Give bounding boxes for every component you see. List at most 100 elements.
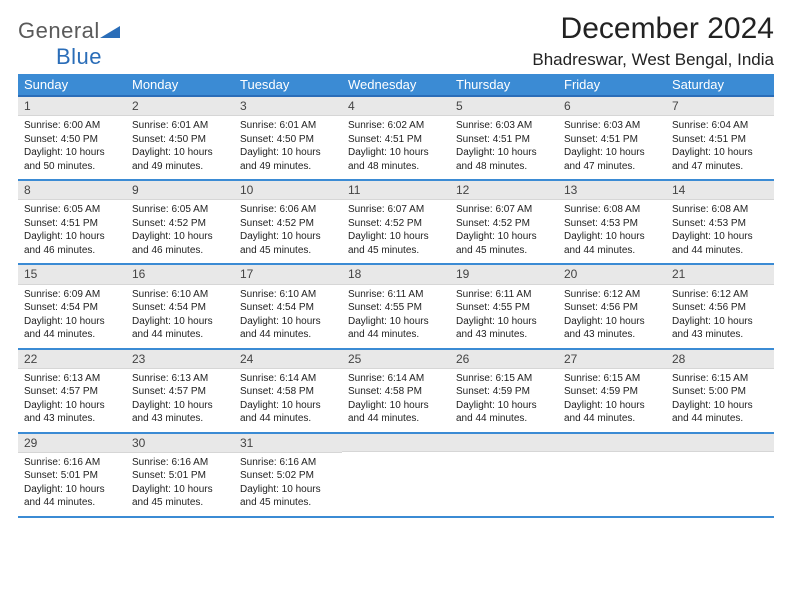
day-number: 27: [558, 350, 666, 369]
sunset-line: Sunset: 4:55 PM: [456, 301, 552, 315]
day-info: Sunrise: 6:08 AMSunset: 4:53 PMDaylight:…: [666, 200, 774, 263]
sunrise-line: Sunrise: 6:11 AM: [456, 288, 552, 302]
day-number: 9: [126, 181, 234, 200]
daylight-line: Daylight: 10 hours and 43 minutes.: [672, 315, 768, 342]
weekday-header-row: Sunday Monday Tuesday Wednesday Thursday…: [18, 74, 774, 96]
daylight-line: Daylight: 10 hours and 45 minutes.: [456, 230, 552, 257]
sunset-line: Sunset: 4:51 PM: [456, 133, 552, 147]
weekday-header: Thursday: [450, 74, 558, 96]
calendar-day-cell: [342, 433, 450, 517]
day-number: 19: [450, 265, 558, 284]
day-info: Sunrise: 6:03 AMSunset: 4:51 PMDaylight:…: [450, 116, 558, 179]
day-info: Sunrise: 6:16 AMSunset: 5:01 PMDaylight:…: [126, 453, 234, 516]
brand-text: General Blue: [18, 18, 120, 70]
day-number: 11: [342, 181, 450, 200]
daylight-line: Daylight: 10 hours and 45 minutes.: [132, 483, 228, 510]
triangle-icon: [100, 18, 120, 44]
daylight-line: Daylight: 10 hours and 45 minutes.: [240, 483, 336, 510]
sunset-line: Sunset: 4:54 PM: [240, 301, 336, 315]
sunset-line: Sunset: 4:57 PM: [24, 385, 120, 399]
day-number: 30: [126, 434, 234, 453]
brand-logo: General Blue: [18, 18, 120, 70]
daylight-line: Daylight: 10 hours and 43 minutes.: [24, 399, 120, 426]
day-info: Sunrise: 6:01 AMSunset: 4:50 PMDaylight:…: [126, 116, 234, 179]
calendar-day-cell: 10Sunrise: 6:06 AMSunset: 4:52 PMDayligh…: [234, 180, 342, 264]
daylight-line: Daylight: 10 hours and 44 minutes.: [348, 315, 444, 342]
day-number: 29: [18, 434, 126, 453]
daylight-line: Daylight: 10 hours and 44 minutes.: [24, 483, 120, 510]
day-number: 24: [234, 350, 342, 369]
sunrise-line: Sunrise: 6:11 AM: [348, 288, 444, 302]
daylight-line: Daylight: 10 hours and 44 minutes.: [348, 399, 444, 426]
day-info: Sunrise: 6:06 AMSunset: 4:52 PMDaylight:…: [234, 200, 342, 263]
daylight-line: Daylight: 10 hours and 44 minutes.: [672, 230, 768, 257]
day-info: Sunrise: 6:07 AMSunset: 4:52 PMDaylight:…: [450, 200, 558, 263]
sunset-line: Sunset: 4:51 PM: [24, 217, 120, 231]
day-info: Sunrise: 6:16 AMSunset: 5:01 PMDaylight:…: [18, 453, 126, 516]
calendar-day-cell: 29Sunrise: 6:16 AMSunset: 5:01 PMDayligh…: [18, 433, 126, 517]
sunset-line: Sunset: 4:51 PM: [672, 133, 768, 147]
day-number: 8: [18, 181, 126, 200]
sunrise-line: Sunrise: 6:14 AM: [240, 372, 336, 386]
sunset-line: Sunset: 4:56 PM: [564, 301, 660, 315]
sunset-line: Sunset: 4:53 PM: [672, 217, 768, 231]
day-info: Sunrise: 6:07 AMSunset: 4:52 PMDaylight:…: [342, 200, 450, 263]
day-info: Sunrise: 6:14 AMSunset: 4:58 PMDaylight:…: [234, 369, 342, 432]
location: Bhadreswar, West Bengal, India: [532, 50, 774, 70]
sunset-line: Sunset: 4:58 PM: [240, 385, 336, 399]
daylight-line: Daylight: 10 hours and 49 minutes.: [132, 146, 228, 173]
day-number: 3: [234, 97, 342, 116]
calendar-day-cell: 5Sunrise: 6:03 AMSunset: 4:51 PMDaylight…: [450, 96, 558, 180]
calendar-day-cell: 21Sunrise: 6:12 AMSunset: 4:56 PMDayligh…: [666, 264, 774, 348]
daylight-line: Daylight: 10 hours and 46 minutes.: [132, 230, 228, 257]
calendar-day-cell: 22Sunrise: 6:13 AMSunset: 4:57 PMDayligh…: [18, 349, 126, 433]
calendar-day-cell: 7Sunrise: 6:04 AMSunset: 4:51 PMDaylight…: [666, 96, 774, 180]
daylight-line: Daylight: 10 hours and 48 minutes.: [456, 146, 552, 173]
calendar-day-cell: [450, 433, 558, 517]
calendar-day-cell: 14Sunrise: 6:08 AMSunset: 4:53 PMDayligh…: [666, 180, 774, 264]
calendar-day-cell: 12Sunrise: 6:07 AMSunset: 4:52 PMDayligh…: [450, 180, 558, 264]
day-info: Sunrise: 6:05 AMSunset: 4:51 PMDaylight:…: [18, 200, 126, 263]
calendar-day-cell: 3Sunrise: 6:01 AMSunset: 4:50 PMDaylight…: [234, 96, 342, 180]
daylight-line: Daylight: 10 hours and 47 minutes.: [564, 146, 660, 173]
day-info: Sunrise: 6:15 AMSunset: 4:59 PMDaylight:…: [558, 369, 666, 432]
calendar-day-cell: 4Sunrise: 6:02 AMSunset: 4:51 PMDaylight…: [342, 96, 450, 180]
sunrise-line: Sunrise: 6:16 AM: [240, 456, 336, 470]
day-info: Sunrise: 6:01 AMSunset: 4:50 PMDaylight:…: [234, 116, 342, 179]
calendar-week-row: 22Sunrise: 6:13 AMSunset: 4:57 PMDayligh…: [18, 349, 774, 433]
day-info: Sunrise: 6:00 AMSunset: 4:50 PMDaylight:…: [18, 116, 126, 179]
day-number: 1: [18, 97, 126, 116]
day-number: 28: [666, 350, 774, 369]
sunrise-line: Sunrise: 6:01 AM: [132, 119, 228, 133]
sunset-line: Sunset: 4:50 PM: [132, 133, 228, 147]
daylight-line: Daylight: 10 hours and 45 minutes.: [348, 230, 444, 257]
sunrise-line: Sunrise: 6:12 AM: [564, 288, 660, 302]
brand-part2: Blue: [56, 44, 102, 69]
day-info: Sunrise: 6:03 AMSunset: 4:51 PMDaylight:…: [558, 116, 666, 179]
sunset-line: Sunset: 4:57 PM: [132, 385, 228, 399]
sunrise-line: Sunrise: 6:16 AM: [132, 456, 228, 470]
calendar-day-cell: 1Sunrise: 6:00 AMSunset: 4:50 PMDaylight…: [18, 96, 126, 180]
day-number: 16: [126, 265, 234, 284]
day-info: Sunrise: 6:12 AMSunset: 4:56 PMDaylight:…: [558, 285, 666, 348]
calendar-day-cell: 17Sunrise: 6:10 AMSunset: 4:54 PMDayligh…: [234, 264, 342, 348]
calendar-week-row: 8Sunrise: 6:05 AMSunset: 4:51 PMDaylight…: [18, 180, 774, 264]
day-info: Sunrise: 6:14 AMSunset: 4:58 PMDaylight:…: [342, 369, 450, 432]
sunset-line: Sunset: 4:51 PM: [564, 133, 660, 147]
weekday-header: Sunday: [18, 74, 126, 96]
sunset-line: Sunset: 4:56 PM: [672, 301, 768, 315]
daylight-line: Daylight: 10 hours and 44 minutes.: [240, 315, 336, 342]
daylight-line: Daylight: 10 hours and 43 minutes.: [456, 315, 552, 342]
daylight-line: Daylight: 10 hours and 43 minutes.: [132, 399, 228, 426]
calendar-day-cell: 25Sunrise: 6:14 AMSunset: 4:58 PMDayligh…: [342, 349, 450, 433]
calendar-day-cell: 28Sunrise: 6:15 AMSunset: 5:00 PMDayligh…: [666, 349, 774, 433]
daylight-line: Daylight: 10 hours and 44 minutes.: [672, 399, 768, 426]
daylight-line: Daylight: 10 hours and 44 minutes.: [240, 399, 336, 426]
month-title: December 2024: [532, 12, 774, 46]
sunset-line: Sunset: 4:58 PM: [348, 385, 444, 399]
day-info: Sunrise: 6:05 AMSunset: 4:52 PMDaylight:…: [126, 200, 234, 263]
sunrise-line: Sunrise: 6:05 AM: [24, 203, 120, 217]
day-info: Sunrise: 6:11 AMSunset: 4:55 PMDaylight:…: [342, 285, 450, 348]
day-info: Sunrise: 6:10 AMSunset: 4:54 PMDaylight:…: [234, 285, 342, 348]
sunrise-line: Sunrise: 6:15 AM: [672, 372, 768, 386]
